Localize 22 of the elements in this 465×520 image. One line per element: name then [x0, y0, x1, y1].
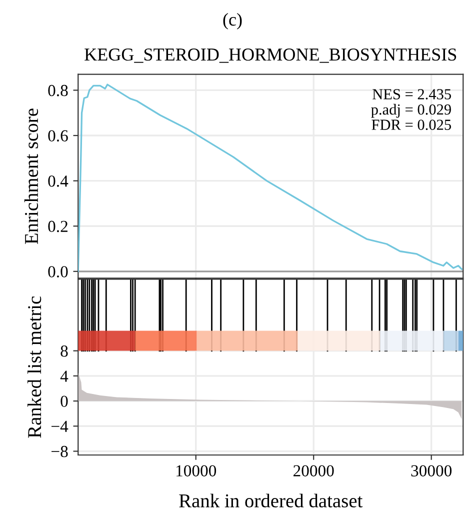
y-tick-label: 0: [60, 396, 68, 407]
y-tick-label: 4: [60, 370, 68, 382]
annotation: NES = 2.435: [372, 89, 451, 100]
y-tick-label: 0.8: [48, 84, 68, 96]
text: (c): [223, 13, 242, 30]
x-axis-title: Rank in ordered dataset: [179, 494, 363, 508]
y-tick-label: 0.0: [48, 266, 68, 278]
line-series: [78, 84, 463, 272]
y-tick-label: 0.6: [48, 130, 68, 142]
y-tick-label: −4: [51, 420, 68, 432]
annotation: FDR = 0.025: [372, 120, 451, 130]
chart-title: KEGG_STEROID_HORMONE_BIOSYNTHESIS: [84, 48, 456, 63]
x-tick-label: 30000: [411, 465, 452, 476]
x-tick-label: 20000: [294, 465, 334, 476]
x-tick-label: 10000: [176, 465, 216, 476]
y-tick-label: 0.4: [48, 176, 68, 187]
y-axis-title: Ranked list metric: [27, 296, 42, 438]
annotation: p.adj = 0.029: [371, 104, 451, 118]
y-tick-label: −8: [51, 446, 68, 458]
y-tick-label: 8: [60, 346, 68, 357]
y-axis-title: Enrichment score: [24, 108, 38, 244]
y-tick-label: 0.2: [48, 220, 68, 232]
